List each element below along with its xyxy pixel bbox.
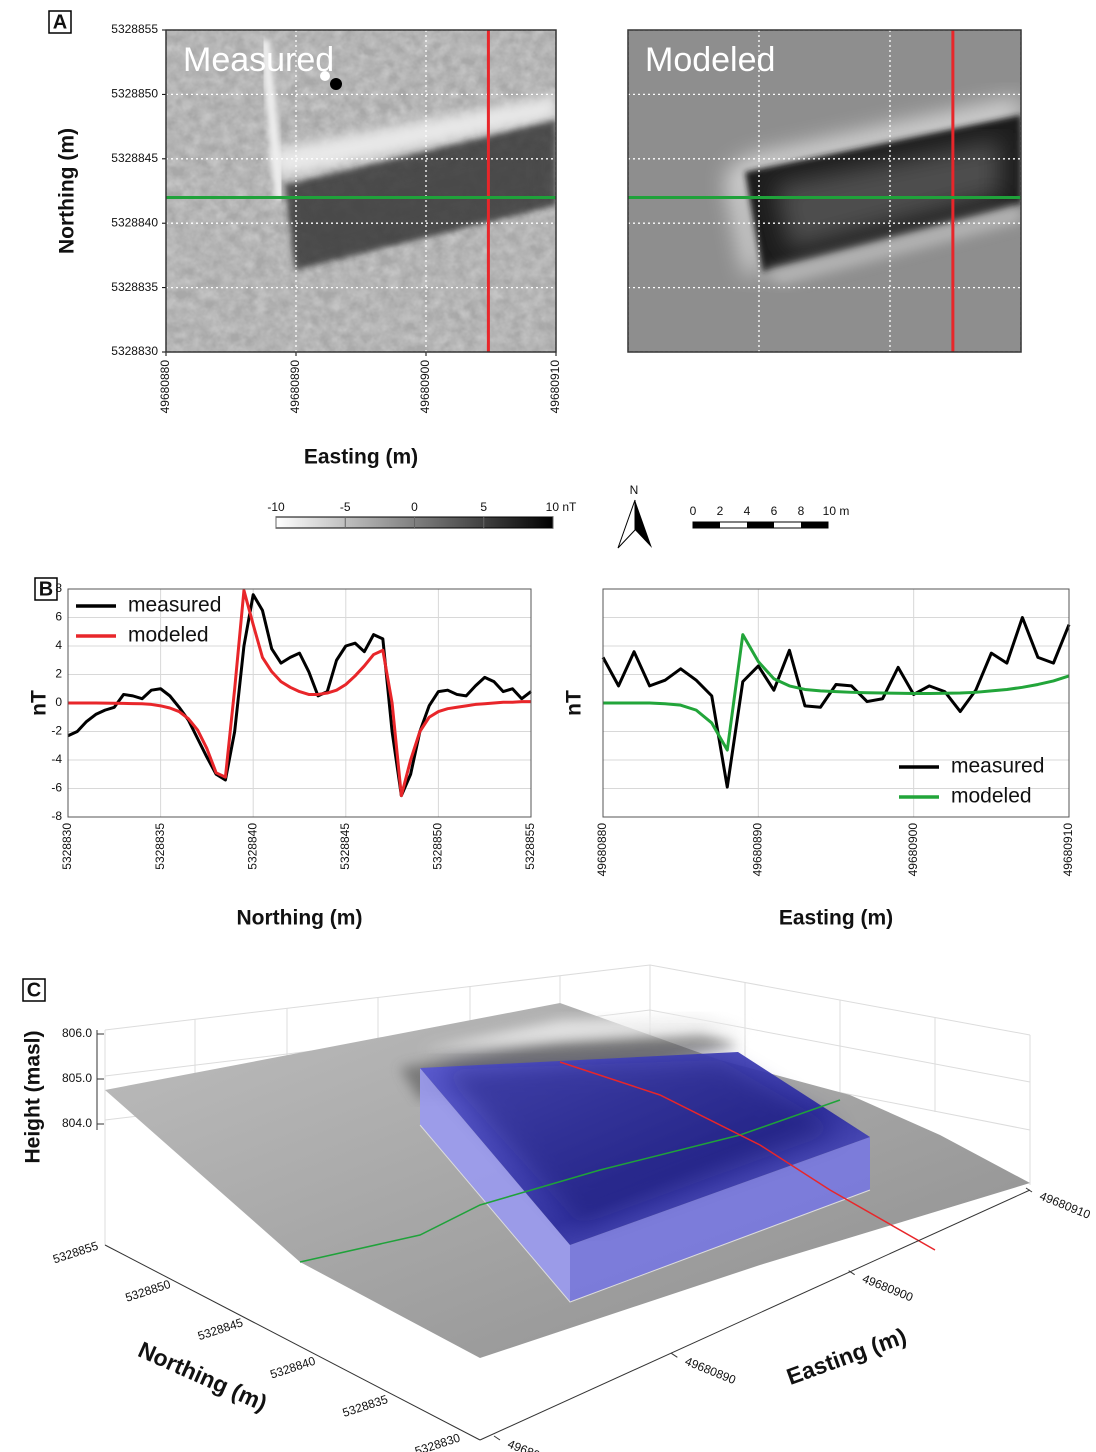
x-axis-label: Easting (m) bbox=[779, 907, 893, 930]
measured-image bbox=[166, 30, 556, 352]
x-tick-label: 5328855 bbox=[523, 823, 537, 870]
x-tick-label: 49680880 bbox=[595, 823, 609, 877]
y-tick-label: -6 bbox=[51, 781, 62, 795]
easting-tick-label: 49680890 bbox=[683, 1354, 738, 1387]
y-axis-label: nT bbox=[28, 690, 51, 716]
x-tick-label: 49680910 bbox=[548, 360, 562, 414]
x-tick-label: 5328835 bbox=[153, 823, 167, 870]
series-line bbox=[68, 588, 531, 798]
x-axis-label: Northing (m) bbox=[237, 907, 363, 930]
panel-label: B bbox=[39, 578, 53, 600]
y-tick-label: 5328855 bbox=[111, 22, 158, 36]
scalebar-segment bbox=[747, 522, 774, 528]
y-tick-label: 5328840 bbox=[111, 215, 158, 229]
scalebar-label: 6 bbox=[771, 504, 778, 518]
colorbar-label: -5 bbox=[340, 500, 351, 514]
scalebar-segment bbox=[693, 522, 720, 528]
panel-label-box bbox=[22, 978, 46, 1002]
y-tick-label: 5328845 bbox=[111, 151, 158, 165]
legend-label: measured bbox=[951, 755, 1044, 778]
panel-label-box bbox=[48, 10, 72, 34]
series-line bbox=[67, 593, 532, 798]
y-tick-label: -4 bbox=[51, 752, 62, 766]
panel-labels: A B C bbox=[22, 10, 72, 1002]
surface-scene bbox=[96, 964, 1031, 1441]
colorbar-label: -10 bbox=[267, 500, 285, 514]
frame bbox=[165, 29, 557, 353]
northing-tick-label: 5328850 bbox=[124, 1277, 173, 1305]
easting-tick-label: 49680880 bbox=[506, 1437, 561, 1452]
scalebar-segment bbox=[801, 522, 828, 528]
panel-label: A bbox=[53, 11, 67, 33]
scalebar-label: 2 bbox=[717, 504, 724, 518]
y-tick-label: 6 bbox=[55, 610, 62, 624]
series-line bbox=[601, 616, 1071, 789]
z-tick-label: 804.0 bbox=[62, 1116, 92, 1130]
legend-label: modeled bbox=[128, 624, 209, 647]
y-tick-label: 5328830 bbox=[111, 344, 158, 358]
y-tick-label: 5328835 bbox=[111, 280, 158, 294]
colorbar-label: 0 bbox=[411, 500, 418, 514]
north-arrow bbox=[635, 500, 652, 548]
x-tick-label: 49680900 bbox=[906, 823, 920, 877]
y-axis-label: Northing (m) bbox=[56, 128, 79, 254]
z-axis-label: Height (masl) bbox=[22, 1030, 45, 1163]
z-tick-label: 806.0 bbox=[62, 1026, 92, 1040]
x-tick-label: 49680910 bbox=[1061, 823, 1075, 877]
northing-axis-label: Northing (m) bbox=[134, 1336, 271, 1416]
panel-title: Measured bbox=[183, 41, 334, 79]
easting-tick bbox=[848, 1270, 855, 1276]
easting-tick-label: 49680900 bbox=[860, 1271, 915, 1304]
x-tick-label: 49680890 bbox=[288, 360, 302, 414]
y-axis-label: nT bbox=[563, 690, 586, 716]
easting-tick-label: 49680910 bbox=[1038, 1189, 1093, 1222]
modeled-image bbox=[628, 30, 1021, 352]
easting-axis-label: Easting (m) bbox=[783, 1323, 910, 1390]
northing-tick-label: 5328845 bbox=[196, 1315, 245, 1343]
easting-tick bbox=[493, 1435, 501, 1441]
colorbar-label: 10 nT bbox=[546, 500, 577, 514]
frame bbox=[627, 29, 1022, 353]
y-tick-label: 4 bbox=[55, 638, 62, 652]
frame bbox=[602, 588, 1070, 818]
panel-label-box bbox=[34, 577, 58, 601]
y-tick-label: 0 bbox=[55, 695, 62, 709]
panel-label: C bbox=[27, 979, 41, 1001]
y-tick-label: 5328850 bbox=[111, 87, 158, 101]
x-tick-label: 5328850 bbox=[431, 823, 445, 870]
scalebar-label: 8 bbox=[798, 504, 805, 518]
scalebar-label: 10 m bbox=[823, 504, 850, 518]
frame bbox=[67, 588, 532, 818]
legend-label: measured bbox=[128, 594, 221, 617]
y-tick-label: -2 bbox=[51, 724, 62, 738]
x-tick-label: 5328845 bbox=[338, 823, 352, 870]
x-axis-label: Easting (m) bbox=[304, 446, 418, 469]
z-tick-label: 805.0 bbox=[62, 1071, 92, 1085]
northing-tick-label: 5328830 bbox=[413, 1430, 462, 1452]
y-tick-label: 2 bbox=[55, 667, 62, 681]
northing-tick-label: 5328855 bbox=[51, 1238, 100, 1266]
series-line bbox=[603, 633, 1070, 752]
north-arrow bbox=[617, 499, 636, 549]
x-tick-label: 5328840 bbox=[245, 823, 259, 870]
northing-tick-label: 5328835 bbox=[341, 1392, 390, 1420]
x-tick-label: 49680890 bbox=[751, 823, 765, 877]
panel-title: Modeled bbox=[645, 41, 775, 79]
y-tick-label: -8 bbox=[51, 809, 62, 823]
easting-tick bbox=[671, 1352, 678, 1358]
north-label: N bbox=[630, 483, 639, 497]
y-tick-label: 8 bbox=[55, 581, 62, 595]
scalebar-label: 0 bbox=[690, 504, 697, 518]
colorbar-label: 5 bbox=[480, 500, 487, 514]
scalebar-label: 4 bbox=[744, 504, 751, 518]
easting-tick bbox=[1025, 1187, 1033, 1193]
x-tick-label: 49680880 bbox=[158, 360, 172, 414]
x-tick-label: 49680900 bbox=[418, 360, 432, 414]
northing-tick-label: 5328840 bbox=[268, 1354, 317, 1382]
x-tick-label: 5328830 bbox=[60, 823, 74, 870]
legend-label: modeled bbox=[951, 785, 1032, 808]
